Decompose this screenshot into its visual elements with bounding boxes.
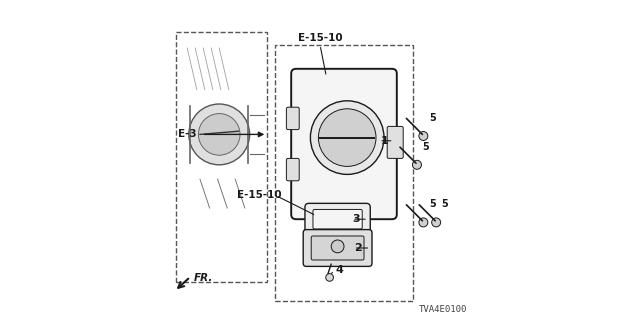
FancyBboxPatch shape (303, 230, 372, 266)
FancyBboxPatch shape (311, 236, 364, 260)
Circle shape (413, 160, 422, 169)
Circle shape (189, 104, 250, 165)
Text: E-3: E-3 (178, 129, 196, 140)
Bar (321, 210, 334, 227)
Text: 5: 5 (442, 199, 449, 209)
Circle shape (419, 218, 428, 227)
Circle shape (326, 274, 333, 281)
Text: 5: 5 (422, 141, 429, 152)
Circle shape (419, 132, 428, 140)
Text: E-15-10: E-15-10 (237, 190, 282, 200)
Text: 5: 5 (429, 199, 436, 209)
FancyBboxPatch shape (305, 204, 370, 235)
Text: 4: 4 (335, 265, 343, 275)
FancyBboxPatch shape (387, 126, 403, 158)
FancyBboxPatch shape (291, 69, 397, 219)
FancyBboxPatch shape (313, 210, 362, 229)
Circle shape (198, 114, 240, 155)
Text: 5: 5 (429, 113, 436, 123)
Text: TVA4E0100: TVA4E0100 (419, 305, 467, 314)
Text: 1: 1 (381, 136, 388, 146)
FancyBboxPatch shape (287, 107, 299, 130)
Text: FR.: FR. (193, 273, 213, 284)
Circle shape (332, 240, 344, 253)
Text: E-15-10: E-15-10 (298, 33, 342, 44)
FancyBboxPatch shape (287, 158, 299, 181)
Text: 2: 2 (355, 243, 362, 253)
Bar (347, 210, 360, 227)
Circle shape (310, 101, 384, 174)
Text: 3: 3 (353, 214, 360, 224)
Circle shape (431, 218, 440, 227)
Circle shape (319, 109, 376, 166)
